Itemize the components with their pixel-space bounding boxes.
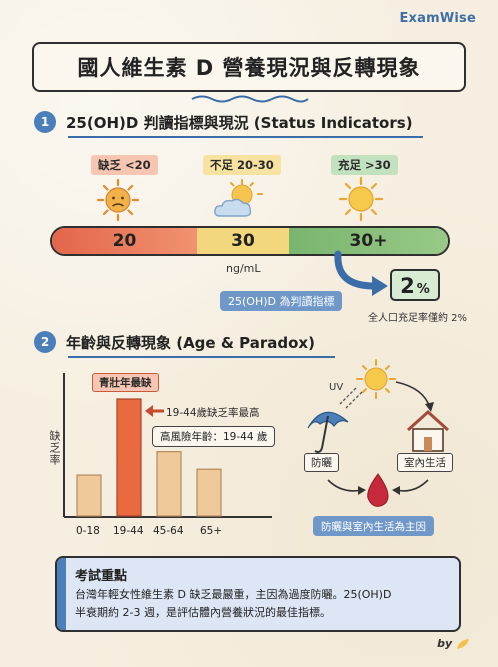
category-label: 19-44 <box>113 525 144 537</box>
peak-arrow-note: 19-44歲缺乏率最高 <box>166 407 260 419</box>
title-box: 國人維生素 D 營養現況與反轉現象 <box>32 42 466 92</box>
level-tag-sufficient: 充足 >30 <box>331 155 398 175</box>
risk-age-box: 高風險年齡：19-44 歲 <box>152 426 276 447</box>
bar-0-18 <box>76 474 102 517</box>
sad-sun-icon <box>96 178 140 222</box>
sufficiency-percent-box: 2 % <box>390 269 440 301</box>
indoor-label: 室內生活 <box>397 453 453 472</box>
category-label: 0-18 <box>76 525 100 537</box>
exam-line-1: 台灣年輕女性維生素 D 缺乏最嚴重，主因為過度防曬。25(OH)D <box>75 588 392 601</box>
indicator-pill: 25(OH)D 為判讀指標 <box>220 291 343 311</box>
brand-logo: ExamWise <box>399 11 476 26</box>
uv-label: UV <box>329 382 344 393</box>
chart-ylabel: 缺乏率 <box>48 430 61 466</box>
signature-mark: by <box>437 637 470 650</box>
sunscreen-label: 防曬 <box>304 453 339 472</box>
percent-caption: 全人口充足率僅約 2% <box>368 313 468 324</box>
title-wave-decoration <box>191 95 309 103</box>
cause-pill: 防曬與室內生活為主因 <box>313 516 434 536</box>
percent-value: 2 <box>400 274 415 298</box>
scale-segment-insufficient: 30 <box>197 228 289 254</box>
section-2-underline <box>68 356 335 358</box>
section-1-title: 25(OH)D 判讀指標與現況 (Status Indicators) <box>66 113 413 132</box>
curved-arrow-icon <box>334 250 388 296</box>
section-2-header: 2 年齡與反轉現象 (Age & Paradox) <box>34 331 315 353</box>
page-title: 國人維生素 D 營養現況與反轉現象 <box>77 56 421 80</box>
scale-segment-sufficient: 30+ <box>289 228 448 254</box>
section-1-underline <box>68 136 423 138</box>
section-1-header: 1 25(OH)D 判讀指標與現況 (Status Indicators) <box>34 111 413 133</box>
section-2-number: 2 <box>34 331 56 353</box>
paradox-cycle-diagram <box>307 359 450 507</box>
percent-sign: % <box>416 282 430 297</box>
sun-icon <box>338 176 384 222</box>
exam-title: 考試重點 <box>75 569 128 584</box>
status-scale-bar: 20 30 30+ <box>50 226 450 256</box>
peak-tag: 青壯年最缺 <box>92 373 159 392</box>
scale-segment-deficient: 20 <box>52 228 197 254</box>
leaf-icon <box>457 639 469 649</box>
section-2-title: 年齡與反轉現象 (Age & Paradox) <box>66 333 315 352</box>
age-deficiency-chart <box>63 373 272 518</box>
category-label: 65+ <box>200 525 223 537</box>
section-1-number: 1 <box>34 111 56 133</box>
sun-cloud-icon <box>214 179 263 217</box>
exam-box-stripe <box>57 558 66 630</box>
bar-45-64 <box>156 451 182 517</box>
level-tag-deficient: 缺乏 <20 <box>91 155 158 175</box>
exam-body: 台灣年輕女性維生素 D 缺乏最嚴重，主因為過度防曬。25(OH)D 半衰期約 2… <box>75 586 449 622</box>
bar-65+ <box>196 468 222 517</box>
category-label: 45-64 <box>153 525 184 537</box>
left-arrow-icon <box>145 405 164 417</box>
exam-line-2: 半衰期約 2-3 週，是評估體內營養狀況的最佳指標。 <box>75 606 331 619</box>
level-tag-insufficient: 不足 20-30 <box>203 155 281 175</box>
unit-label: ng/mL <box>226 262 261 275</box>
bar-19-44 <box>116 398 142 517</box>
signature-text: by <box>437 637 453 650</box>
exam-key-points-box: 考試重點 台灣年輕女性維生素 D 缺乏最嚴重，主因為過度防曬。25(OH)D 半… <box>55 556 461 632</box>
